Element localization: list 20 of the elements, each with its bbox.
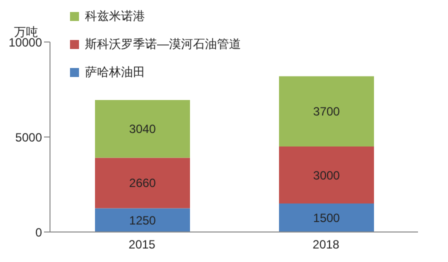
bar — [279, 76, 374, 146]
y-tick-label: 0 — [35, 225, 42, 240]
legend-label: 斯科沃罗季诺—漠河石油管道 — [85, 36, 241, 53]
data-label: 1500 — [313, 211, 340, 226]
y-tick-label: 5000 — [15, 130, 42, 144]
x-tick-label: 2018 — [312, 238, 340, 252]
y-axis-title: 万吨 — [14, 24, 38, 39]
bar — [95, 208, 190, 232]
bar — [95, 158, 190, 208]
data-label: 3700 — [313, 104, 340, 119]
data-label: 2660 — [129, 176, 156, 190]
data-label: 3000 — [313, 168, 340, 182]
bar — [279, 146, 374, 204]
bar — [279, 204, 374, 232]
legend-label: 科兹米诺港 — [85, 8, 145, 25]
bar — [95, 100, 190, 158]
data-label: 3040 — [129, 122, 156, 136]
data-label: 1250 — [129, 213, 156, 228]
legend-label: 萨哈林油田 — [85, 64, 145, 81]
x-tick-label: 2015 — [128, 238, 156, 252]
